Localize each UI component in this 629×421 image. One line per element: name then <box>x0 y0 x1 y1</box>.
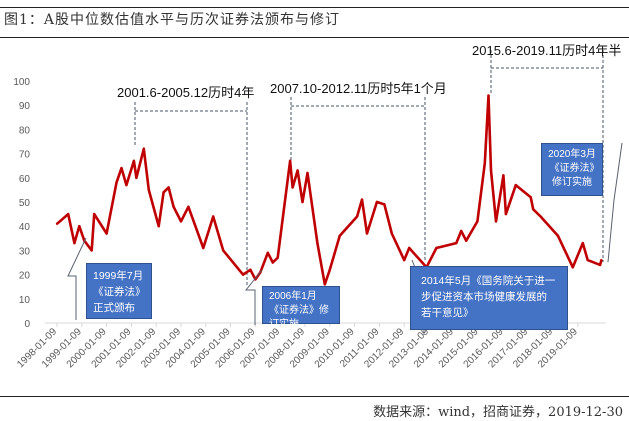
data-point <box>142 147 145 150</box>
y-tick-label: 30 <box>19 246 31 257</box>
data-point <box>271 261 274 264</box>
callout-2020: 2020年3月《证券法》修订实施 <box>541 143 603 196</box>
data-point <box>531 208 535 211</box>
data-point <box>167 186 170 189</box>
data-point <box>132 159 136 163</box>
y-tick-label: 90 <box>19 101 31 112</box>
y-tick-label: 50 <box>19 198 31 209</box>
data-point <box>125 183 128 187</box>
period-label-3: 2015.6-2019.11历时4年半 <box>472 43 622 58</box>
data-point <box>120 166 123 170</box>
callout-leader-2006 <box>244 269 263 325</box>
data-point <box>212 215 215 218</box>
data-point <box>301 200 304 204</box>
callout-leader-1999 <box>67 237 87 320</box>
data-point <box>105 232 108 235</box>
data-point <box>581 241 584 245</box>
data-point <box>249 268 252 271</box>
y-tick-label: 80 <box>19 125 31 136</box>
data-point <box>73 241 76 245</box>
y-tick-label: 100 <box>13 77 30 88</box>
y-tick-label: 10 <box>19 295 31 306</box>
data-point <box>179 220 183 223</box>
data-point <box>323 283 327 286</box>
y-tick-label: 0 <box>24 319 30 330</box>
data-point <box>504 212 508 216</box>
data-point <box>338 234 341 238</box>
y-tick-label: 60 <box>19 174 31 185</box>
data-point <box>600 258 603 262</box>
data-point <box>291 186 294 189</box>
data-point <box>365 232 369 235</box>
data-point <box>241 273 245 276</box>
callout-2006: 2006年1月《证券法》修订实施 <box>262 286 340 330</box>
data-point <box>598 263 602 267</box>
pe-median-line <box>56 94 603 286</box>
data-point <box>390 232 393 235</box>
data-point <box>93 212 96 216</box>
y-tick-label: 70 <box>19 150 31 161</box>
data-point <box>296 169 299 172</box>
data-point <box>571 266 575 269</box>
data-point <box>266 251 269 255</box>
data-point <box>487 94 490 97</box>
callout-leader-2020 <box>607 142 623 263</box>
data-point <box>403 258 406 262</box>
data-point <box>172 205 175 209</box>
data-point <box>221 249 225 252</box>
data-point <box>306 171 309 175</box>
data-point <box>316 241 319 245</box>
data-point <box>460 229 463 233</box>
data-point <box>383 203 386 206</box>
data-point <box>355 215 359 218</box>
data-point <box>455 241 458 245</box>
data-point <box>288 159 292 163</box>
callout-1999: 1999年7月《证券法》正式颁布 <box>86 263 152 319</box>
data-point <box>66 212 70 216</box>
data-point <box>489 169 493 172</box>
figure-title: 图1：A股中位数估值水平与历次证券法颁布与修订 <box>4 12 341 28</box>
footer-rule <box>0 396 629 397</box>
title-rule <box>0 37 629 38</box>
data-point <box>147 188 150 192</box>
data-point <box>328 268 331 271</box>
data-point <box>556 234 560 238</box>
data-point <box>157 225 160 228</box>
data-point <box>483 162 486 165</box>
data-point <box>529 195 532 199</box>
data-point <box>435 246 438 250</box>
data-point <box>494 220 498 223</box>
data-point <box>55 222 59 225</box>
callout-2014: 2014年5月《国务院关于进一步促进资本市场健康发展的若干意见》 <box>410 266 568 330</box>
data-point <box>115 181 118 184</box>
data-point <box>162 191 165 194</box>
data-point <box>465 239 468 242</box>
data-point <box>202 246 205 250</box>
data-point <box>375 200 379 204</box>
data-point <box>78 225 81 228</box>
data-point <box>135 176 138 179</box>
data-point <box>586 258 589 262</box>
period-label-1: 2001.6-2005.12历时4年 <box>117 85 255 100</box>
data-point <box>360 198 364 201</box>
source-note: 数据来源：wind，招商证券，2019-12-30 <box>373 405 623 420</box>
y-tick-label: 40 <box>19 222 31 233</box>
data-point <box>476 220 479 223</box>
data-point <box>502 174 505 177</box>
data-point <box>276 256 279 259</box>
data-point <box>407 246 411 250</box>
data-point <box>514 183 517 187</box>
data-point <box>187 205 190 209</box>
period-label-2: 2007.10-2012.11历时5年1个月 <box>270 81 447 96</box>
y-tick-label: 20 <box>19 271 31 282</box>
top-rule <box>0 7 629 8</box>
data-point <box>539 215 542 218</box>
data-point <box>90 249 93 252</box>
